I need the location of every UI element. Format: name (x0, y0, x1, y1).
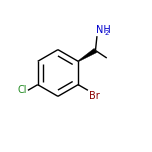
Text: Br: Br (89, 91, 100, 101)
Text: NH: NH (96, 25, 111, 35)
Text: 2: 2 (105, 30, 109, 36)
Polygon shape (78, 48, 97, 62)
Text: Cl: Cl (17, 85, 27, 95)
